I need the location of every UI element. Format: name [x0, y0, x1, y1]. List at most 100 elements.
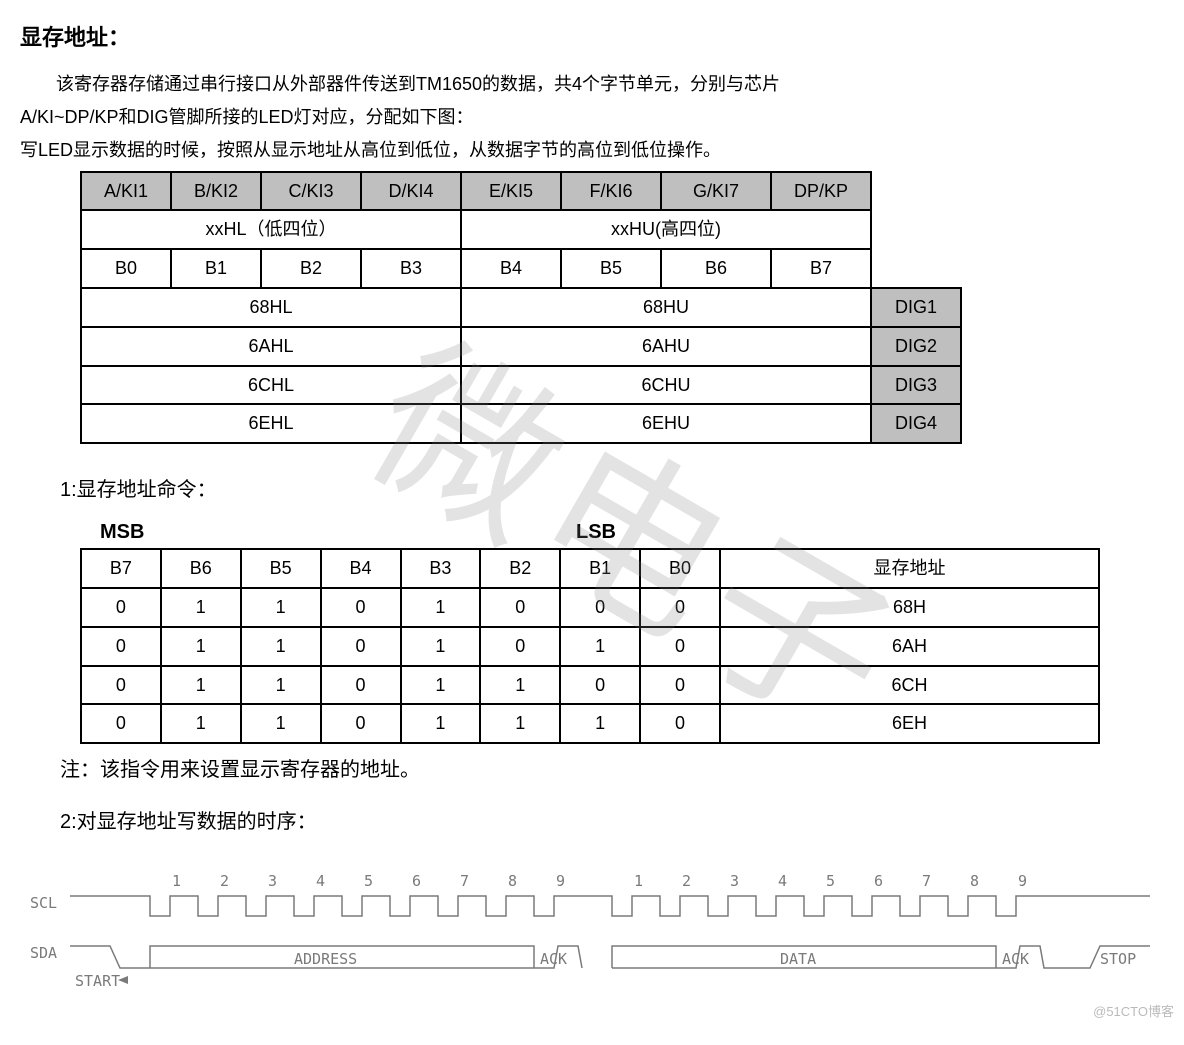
svg-text:3: 3: [268, 872, 277, 890]
t1-h4: E/KI5: [461, 172, 561, 211]
t2-r0c4: 1: [401, 588, 481, 627]
t1-xxhu: xxHU(高四位): [461, 210, 871, 249]
svg-text:DATA: DATA: [780, 950, 816, 968]
t1-h2: C/KI3: [261, 172, 361, 211]
t2-r3c8: 6EH: [720, 704, 1099, 743]
t1-d3l: 6EHL: [81, 404, 461, 443]
svg-text:7: 7: [922, 872, 931, 890]
t1-h5: F/KI6: [561, 172, 661, 211]
t1-d0h: 68HU: [461, 288, 871, 327]
t1-h3: D/KI4: [361, 172, 461, 211]
t1-d0d: DIG1: [871, 288, 961, 327]
t1-d3h: 6EHU: [461, 404, 871, 443]
svg-text:2: 2: [220, 872, 229, 890]
svg-text:2: 2: [682, 872, 691, 890]
t2-r0c6: 0: [560, 588, 640, 627]
note-text: 注：该指令用来设置显示寄存器的地址。: [60, 754, 1164, 786]
svg-text:8: 8: [508, 872, 517, 890]
t2-r2c2: 1: [241, 666, 321, 705]
t1-xxhl: xxHL（低四位）: [81, 210, 461, 249]
t2-r2c7: 0: [640, 666, 720, 705]
t2-r2c8: 6CH: [720, 666, 1099, 705]
timing-diagram: 123456789123456789 SCL SDA STARTADDRESSA…: [20, 868, 1164, 1007]
t2-r3c7: 0: [640, 704, 720, 743]
t1-b1: B1: [171, 249, 261, 288]
t2-h8: 显存地址: [720, 549, 1099, 588]
svg-text:1: 1: [172, 872, 181, 890]
svg-text:9: 9: [556, 872, 565, 890]
t1-b7: B7: [771, 249, 871, 288]
svg-text:ACK: ACK: [1002, 950, 1029, 968]
svg-text:START: START: [75, 972, 120, 990]
svg-text:5: 5: [364, 872, 373, 890]
t2-r0c3: 0: [321, 588, 401, 627]
t2-r2c0: 0: [81, 666, 161, 705]
t1-b5: B5: [561, 249, 661, 288]
t1-d1l: 6AHL: [81, 327, 461, 366]
t2-r1c3: 0: [321, 627, 401, 666]
t1-d2l: 6CHL: [81, 366, 461, 405]
t2-r3c2: 1: [241, 704, 321, 743]
t1-d2d: DIG3: [871, 366, 961, 405]
t1-b3: B3: [361, 249, 461, 288]
msb-lsb-labels: MSB LSB: [100, 516, 1164, 548]
subtitle-1: 1:显存地址命令：: [60, 474, 1164, 506]
t2-h0: B7: [81, 549, 161, 588]
t2-r1c8: 6AH: [720, 627, 1099, 666]
subtitle-2: 2:对显存地址写数据的时序：: [60, 806, 1164, 838]
svg-text:6: 6: [874, 872, 883, 890]
svg-text:5: 5: [826, 872, 835, 890]
svg-text:4: 4: [316, 872, 325, 890]
t1-d0l: 68HL: [81, 288, 461, 327]
t2-r3c0: 0: [81, 704, 161, 743]
t2-r1c7: 0: [640, 627, 720, 666]
svg-text:SDA: SDA: [30, 944, 57, 962]
svg-text:ACK: ACK: [540, 950, 567, 968]
t2-r0c8: 68H: [720, 588, 1099, 627]
t2-h2: B5: [241, 549, 321, 588]
t2-r3c3: 0: [321, 704, 401, 743]
t2-r3c6: 1: [560, 704, 640, 743]
svg-text:3: 3: [730, 872, 739, 890]
t1-h7: DP/KP: [771, 172, 871, 211]
t2-h1: B6: [161, 549, 241, 588]
t2-r1c1: 1: [161, 627, 241, 666]
t1-blank: [871, 172, 961, 288]
footer-attribution: @51CTO博客: [1093, 1002, 1174, 1023]
t2-r3c5: 1: [480, 704, 560, 743]
svg-text:STOP: STOP: [1100, 950, 1136, 968]
svg-text:ADDRESS: ADDRESS: [294, 950, 357, 968]
svg-text:4: 4: [778, 872, 787, 890]
msb-label: MSB: [100, 516, 576, 548]
t1-b4: B4: [461, 249, 561, 288]
t2-r1c6: 1: [560, 627, 640, 666]
t1-d3d: DIG4: [871, 404, 961, 443]
t1-d1d: DIG2: [871, 327, 961, 366]
t1-h6: G/KI7: [661, 172, 771, 211]
svg-text:1: 1: [634, 872, 643, 890]
t1-h1: B/KI2: [171, 172, 261, 211]
section-title: 显存地址：: [20, 20, 1164, 55]
t2-r3c4: 1: [401, 704, 481, 743]
t2-h3: B4: [321, 549, 401, 588]
t2-r0c5: 0: [480, 588, 560, 627]
paragraph-2: A/KI~DP/KP和DIG管脚所接的LED灯对应，分配如下图：: [20, 103, 1164, 132]
svg-text:SCL: SCL: [30, 894, 57, 912]
t2-r1c2: 1: [241, 627, 321, 666]
t1-b6: B6: [661, 249, 771, 288]
t1-b2: B2: [261, 249, 361, 288]
t2-h6: B1: [560, 549, 640, 588]
paragraph-1: 该寄存器存储通过串行接口从外部器件传送到TM1650的数据，共4个字节单元，分别…: [20, 70, 1164, 99]
t2-r2c6: 0: [560, 666, 640, 705]
t1-h0: A/KI1: [81, 172, 171, 211]
lsb-label: LSB: [576, 516, 616, 548]
t2-r0c1: 1: [161, 588, 241, 627]
t1-d1h: 6AHU: [461, 327, 871, 366]
t2-h5: B2: [480, 549, 560, 588]
t2-r2c3: 0: [321, 666, 401, 705]
t1-d2h: 6CHU: [461, 366, 871, 405]
svg-text:8: 8: [970, 872, 979, 890]
paragraph-3: 写LED显示数据的时候，按照从显示地址从高位到低位，从数据字节的高位到低位操作。: [20, 136, 1164, 165]
t2-h7: B0: [640, 549, 720, 588]
t2-r0c0: 0: [81, 588, 161, 627]
